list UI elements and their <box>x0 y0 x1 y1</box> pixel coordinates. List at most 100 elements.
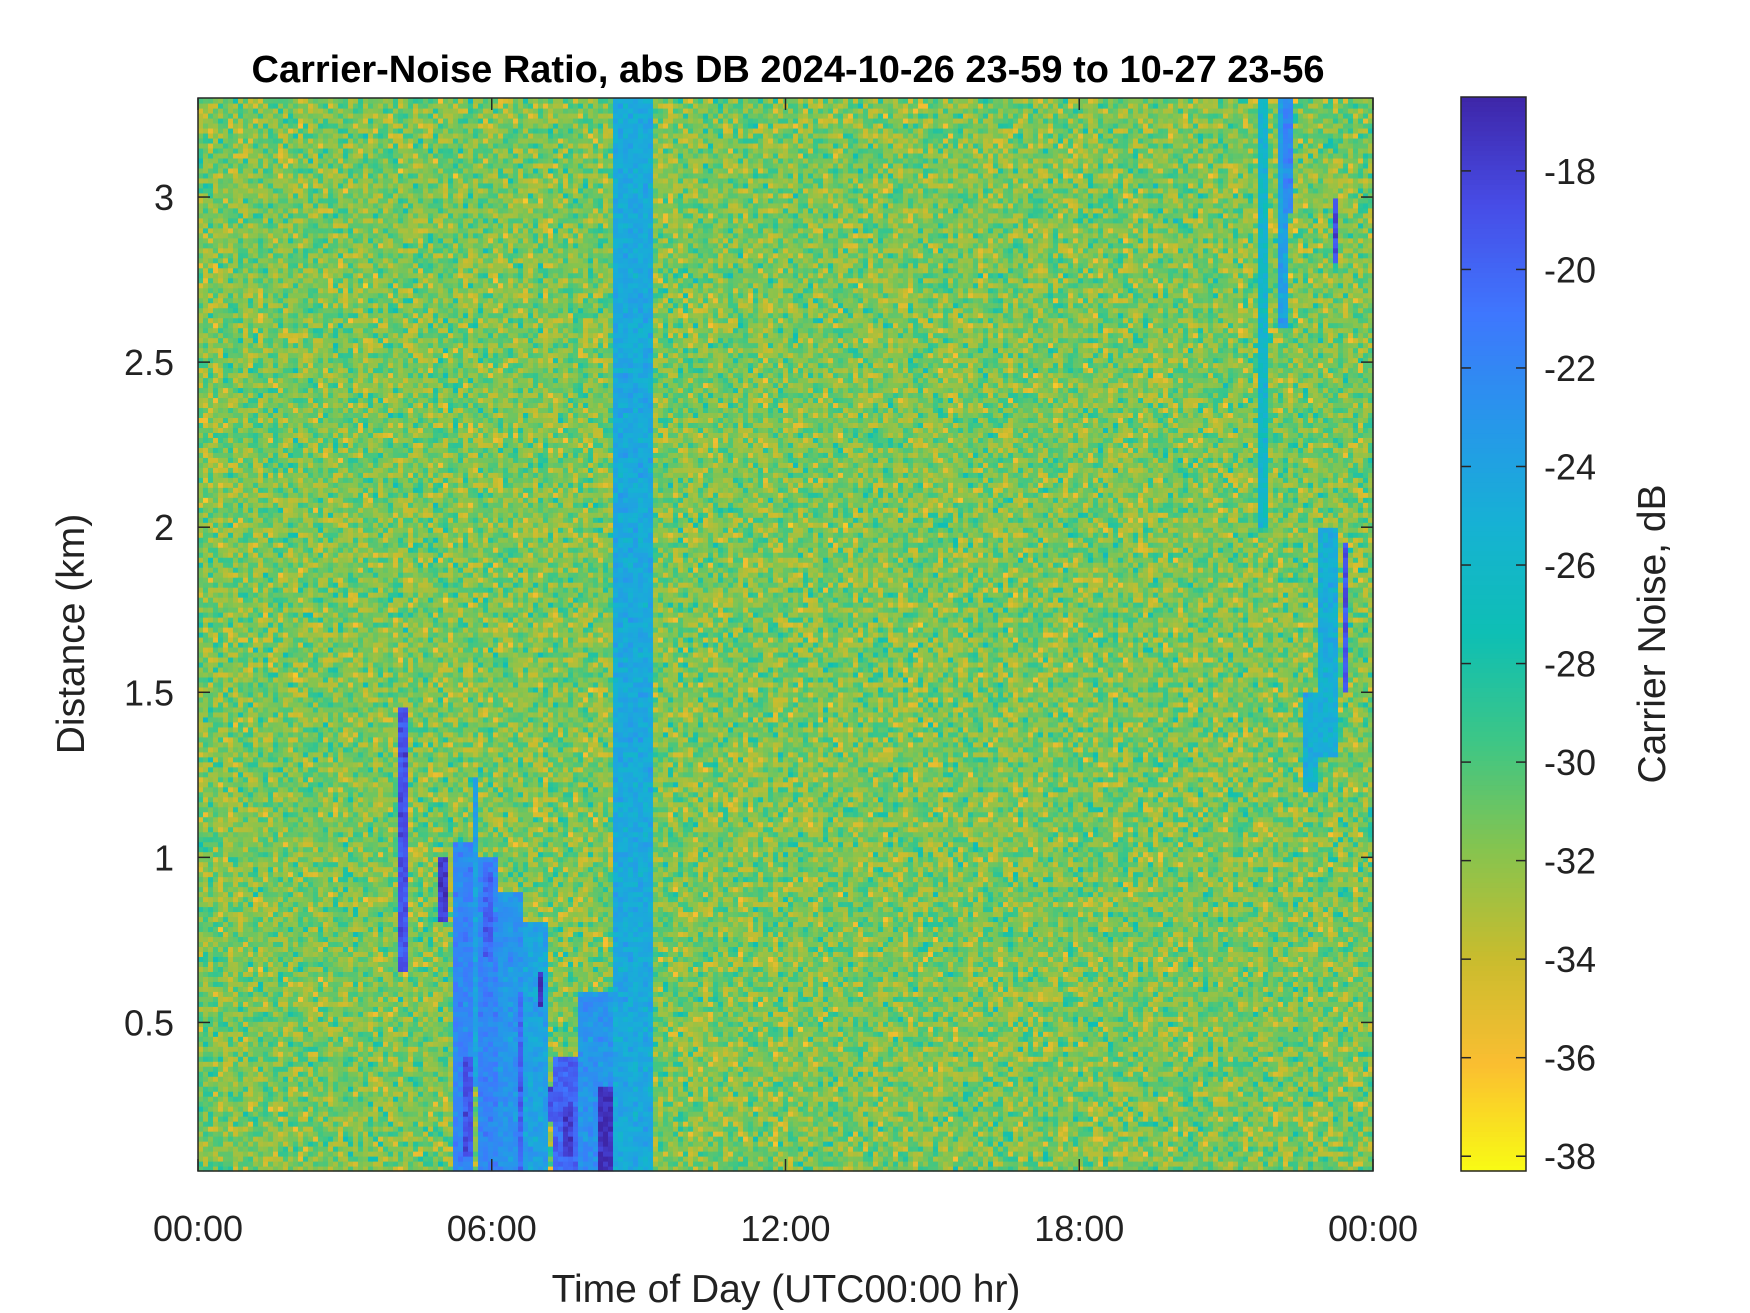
heatmap-cell <box>208 1081 214 1087</box>
heatmap-cell <box>218 956 224 962</box>
heatmap-cell <box>198 228 204 234</box>
heatmap-cell <box>213 782 219 788</box>
heatmap-cell <box>213 358 219 364</box>
heatmap-cell <box>243 961 249 967</box>
heatmap-cell <box>233 248 239 254</box>
heatmap-cell <box>208 657 214 663</box>
heatmap-cell <box>243 522 249 528</box>
heatmap-cell <box>198 348 204 354</box>
heatmap-cell <box>223 288 229 294</box>
heatmap-cell <box>218 971 224 977</box>
heatmap-cell <box>223 872 229 878</box>
heatmap-cell <box>238 1141 244 1147</box>
heatmap-cell <box>198 727 204 733</box>
heatmap-cell <box>213 887 219 893</box>
heatmap-cell <box>203 872 209 878</box>
heatmap-cell <box>208 916 214 922</box>
heatmap-cell <box>248 1136 254 1142</box>
heatmap-cell <box>233 128 239 134</box>
heatmap-cell <box>243 887 249 893</box>
heatmap-cell <box>198 926 204 932</box>
heatmap-cell <box>198 1106 204 1112</box>
heatmap-cell <box>243 612 249 618</box>
heatmap-cell <box>243 921 249 927</box>
heatmap-cell <box>238 103 244 109</box>
heatmap-cell <box>218 892 224 898</box>
heatmap-cell <box>213 1101 219 1107</box>
heatmap-cell <box>203 552 209 558</box>
heatmap-cell <box>228 173 234 179</box>
heatmap-cell <box>233 752 239 758</box>
heatmap-cell <box>198 372 204 378</box>
heatmap-cell <box>233 971 239 977</box>
heatmap-cell <box>213 353 219 359</box>
heatmap-cell <box>233 487 239 493</box>
heatmap-cell <box>203 562 209 568</box>
heatmap-cell <box>208 313 214 319</box>
heatmap-cell <box>248 1141 254 1147</box>
heatmap-cell <box>218 986 224 992</box>
heatmap-cell <box>213 278 219 284</box>
heatmap-cell <box>228 358 234 364</box>
heatmap-cell <box>233 622 239 628</box>
heatmap-cell <box>203 1006 209 1012</box>
heatmap-cell <box>233 1136 239 1142</box>
heatmap-cell <box>243 911 249 917</box>
heatmap-cell <box>233 497 239 503</box>
heatmap-cell <box>213 178 219 184</box>
heatmap-cell <box>233 512 239 518</box>
heatmap-cell <box>208 672 214 678</box>
heatmap-cell <box>218 647 224 653</box>
heatmap-cell <box>208 108 214 114</box>
heatmap-cell <box>198 233 204 239</box>
heatmap-cell <box>218 832 224 838</box>
heatmap-cell <box>218 882 224 888</box>
heatmap-cell <box>243 1076 249 1082</box>
heatmap-cell <box>203 822 209 828</box>
heatmap-cell <box>223 268 229 274</box>
heatmap-cell <box>248 956 254 962</box>
heatmap-cell <box>203 1101 209 1107</box>
heatmap-cell <box>223 772 229 778</box>
heatmap-cell <box>243 223 249 229</box>
heatmap-cell <box>228 442 234 448</box>
heatmap-cell <box>243 422 249 428</box>
heatmap-cell <box>233 198 239 204</box>
heatmap-cell <box>243 1096 249 1102</box>
heatmap-cell <box>198 921 204 927</box>
heatmap-cell <box>218 492 224 498</box>
heatmap-cell <box>243 462 249 468</box>
heatmap-cell <box>218 777 224 783</box>
heatmap-cell <box>218 712 224 718</box>
heatmap-cell <box>198 712 204 718</box>
heatmap-cell <box>233 607 239 613</box>
heatmap-cell <box>208 842 214 848</box>
heatmap-cell <box>213 368 219 374</box>
heatmap-cell <box>203 727 209 733</box>
heatmap-cell <box>213 976 219 982</box>
heatmap-cell <box>208 173 214 179</box>
heatmap-cell <box>238 502 244 508</box>
heatmap-cell <box>238 138 244 144</box>
heatmap-cell <box>248 682 254 688</box>
heatmap-cell <box>228 1036 234 1042</box>
heatmap-cell <box>248 976 254 982</box>
heatmap-cell <box>223 817 229 823</box>
heatmap-cell <box>228 338 234 344</box>
heatmap-cell <box>213 512 219 518</box>
heatmap-cell <box>243 318 249 324</box>
heatmap-cell <box>248 597 254 603</box>
heatmap-cell <box>238 877 244 883</box>
heatmap-cell <box>243 662 249 668</box>
heatmap-cell <box>223 742 229 748</box>
heatmap-cell <box>198 1151 204 1157</box>
heatmap-cell <box>213 472 219 478</box>
heatmap-cell <box>248 492 254 498</box>
heatmap-cell <box>233 822 239 828</box>
heatmap-cell <box>238 1156 244 1162</box>
heatmap-cell <box>238 1026 244 1032</box>
heatmap-cell <box>243 288 249 294</box>
heatmap-cell <box>238 482 244 488</box>
heatmap-cell <box>228 1111 234 1117</box>
heatmap-cell <box>238 173 244 179</box>
